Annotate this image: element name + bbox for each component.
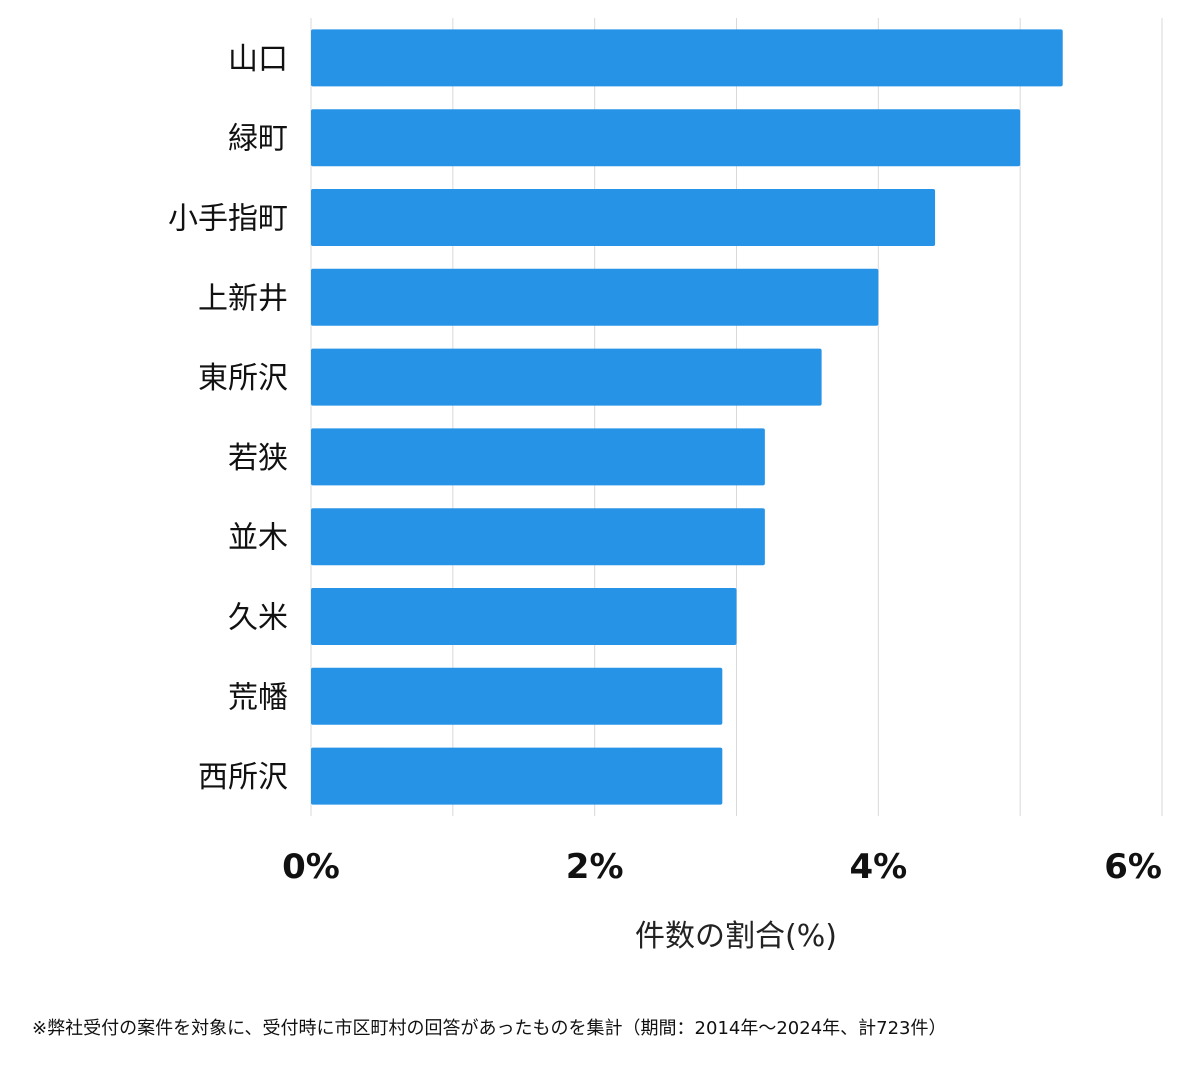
category-label: 上新井 xyxy=(198,281,288,316)
bars xyxy=(311,29,1063,805)
x-tick-label: 6% xyxy=(1104,847,1162,887)
category-label: 久米 xyxy=(228,601,288,636)
category-label: 山口 xyxy=(228,42,288,77)
category-label: 並木 xyxy=(228,521,288,556)
category-label: 東所沢 xyxy=(198,361,288,396)
category-label: 緑町 xyxy=(228,122,288,157)
bar xyxy=(311,747,723,805)
footnote: ※弊社受付の案件を対象に、受付時に市区町村の回答があったものを集計（期間：201… xyxy=(32,1018,947,1039)
bar xyxy=(311,29,1063,87)
category-label: 若狭 xyxy=(228,441,288,476)
bar xyxy=(311,508,765,566)
category-label: 小手指町 xyxy=(168,202,288,237)
bar xyxy=(311,189,936,246)
x-tick-label: 4% xyxy=(849,847,907,887)
bar xyxy=(311,667,723,725)
category-label: 荒幡 xyxy=(228,680,288,715)
x-axis-title: 件数の割合(%) xyxy=(635,919,837,954)
bar xyxy=(311,109,1021,167)
bar xyxy=(311,588,737,645)
bar xyxy=(311,428,765,486)
x-tick-label: 0% xyxy=(282,847,340,887)
category-label: 西所沢 xyxy=(198,760,288,795)
x-tick-label: 2% xyxy=(566,847,624,887)
bar xyxy=(311,268,879,326)
x-tick-labels: 0% 2% 4% 6% xyxy=(282,847,1162,887)
bar xyxy=(311,348,822,406)
